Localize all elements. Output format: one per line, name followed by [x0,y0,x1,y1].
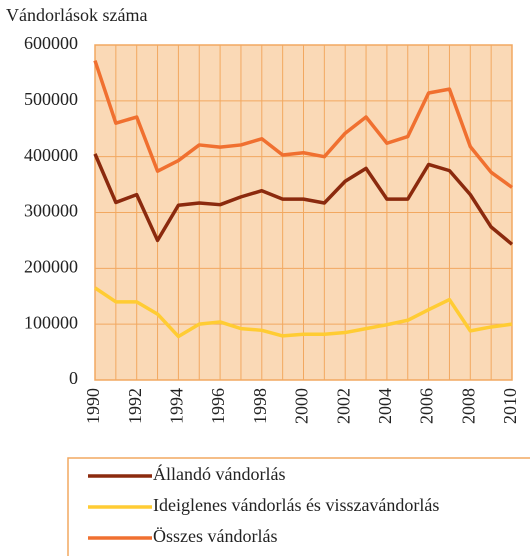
x-tick-label: 2000 [292,388,312,424]
x-tick-label: 2010 [500,388,520,424]
legend-label: Ideiglenes vándorlás és visszavándorlás [153,495,439,515]
x-tick-label: 2008 [458,388,478,424]
x-tick-label: 2006 [417,388,437,424]
y-tick-label: 300000 [24,201,78,221]
x-tick-label: 1990 [83,388,103,424]
x-tick-label: 1994 [167,388,187,424]
plot-border [94,44,513,381]
series-line [93,153,514,246]
series-line [94,286,513,339]
x-tick-label: 2004 [375,388,395,424]
legend-border [67,457,530,556]
y-tick-label: 500000 [24,89,78,109]
y-tick-label: 100000 [24,312,78,332]
y-tick-label: 0 [69,368,78,388]
y-tick-label: 600000 [24,33,78,53]
x-tick-label: 1998 [250,388,270,424]
x-tick-label: 1996 [208,388,228,424]
y-tick-label: 400000 [24,145,78,165]
legend-label: Állandó vándorlás [153,463,285,484]
x-tick-label: 1992 [125,388,145,424]
y-axis-label: Vándorlások száma [6,5,147,25]
x-tick-label: 2002 [333,388,353,424]
series-line [93,60,514,189]
legend-label: Összes vándorlás [153,526,277,546]
y-tick-label: 200000 [24,256,78,276]
